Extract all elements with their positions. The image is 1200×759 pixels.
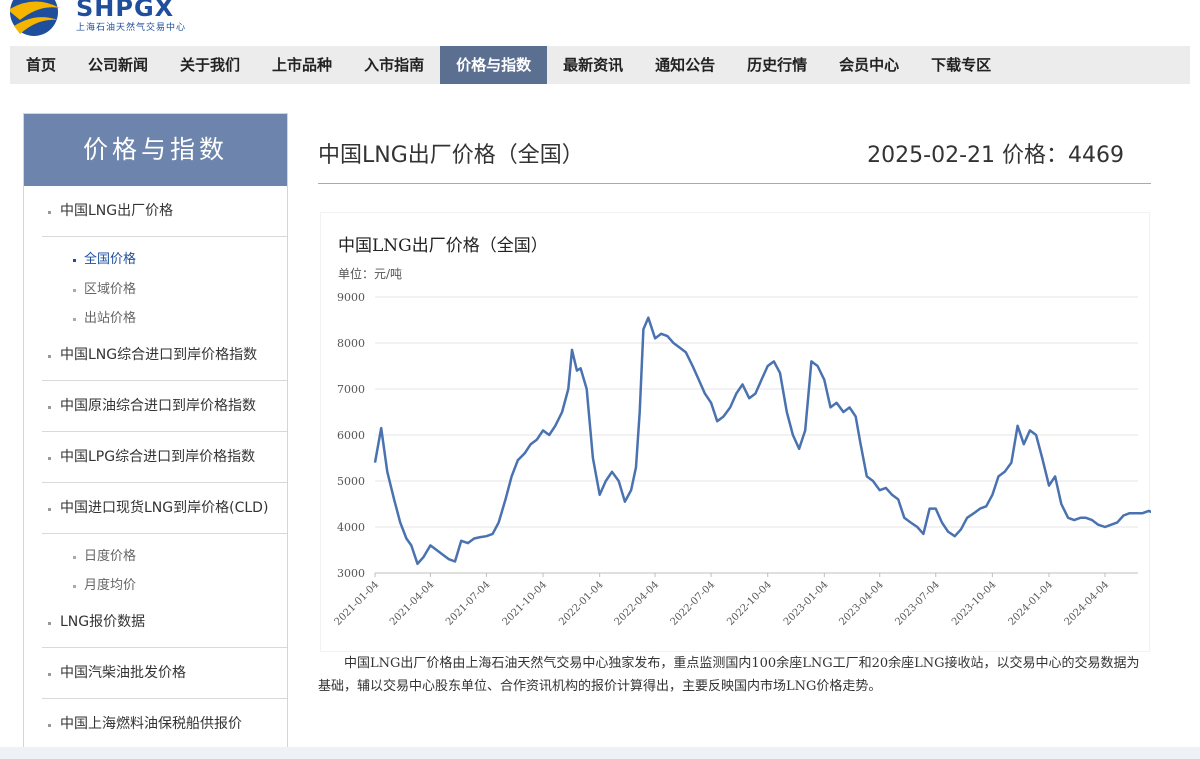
- y-tick-label: 7000: [337, 383, 365, 396]
- x-tick-label: 2023-01-04: [782, 579, 831, 628]
- nav-item-market-guide[interactable]: 入市指南: [364, 56, 425, 74]
- site-logo[interactable]: SHPGX 上海石油天然气交易中心: [10, 0, 210, 40]
- sidebar-subitem-daily[interactable]: 日度价格: [42, 542, 287, 572]
- x-tick-label: 2022-07-04: [669, 579, 718, 628]
- x-tick-label: 2024-01-04: [1007, 579, 1056, 628]
- chart-description: 中国LNG出厂价格由上海石油天然气交易中心独家发布，重点监测国内100余座LNG…: [318, 656, 1140, 694]
- x-tick-label: 2023-04-04: [837, 579, 886, 628]
- x-tick-label: 2022-10-04: [725, 579, 774, 628]
- chart-title: 中国LNG出厂价格（全国）: [338, 236, 548, 256]
- sidebar-item-lpg-import-index[interactable]: 中国LPG综合进口到岸价格指数: [42, 432, 287, 483]
- sidebar-item-bunker-quotes[interactable]: 中国上海燃料油保税船供报价: [42, 699, 287, 750]
- x-tick-label: 2021-10-04: [501, 579, 550, 628]
- nav-item-price-index[interactable]: 价格与指数: [440, 46, 548, 84]
- x-tick-label: 2023-07-04: [893, 579, 942, 628]
- page-title: 中国LNG出厂价格（全国）: [318, 143, 584, 168]
- sidebar-item-lng-import-index[interactable]: 中国LNG综合进口到岸价格指数: [42, 330, 287, 381]
- y-tick-label: 6000: [337, 429, 365, 442]
- sidebar-item-crude-import-index[interactable]: 中国原油综合进口到岸价格指数: [42, 381, 287, 432]
- sidebar-subitem-regional[interactable]: 区域价格: [42, 275, 287, 305]
- nav-item-downloads[interactable]: 下载专区: [931, 56, 992, 74]
- x-tick-label: 2021-01-04: [333, 579, 382, 628]
- sidebar-sublist-cld: 日度价格 月度均价: [42, 534, 287, 607]
- nav-item-notices[interactable]: 通知公告: [655, 56, 716, 74]
- y-tick-label: 3000: [337, 567, 365, 580]
- bottom-bar: [0, 747, 1200, 759]
- sidebar-sublist: 全国价格 区域价格 出站价格: [42, 237, 287, 340]
- sidebar: 价格与指数 中国LNG出厂价格 全国价格 区域价格 出站价格 中国LNG综合进口…: [23, 113, 288, 753]
- nav-item-history[interactable]: 历史行情: [747, 56, 808, 74]
- nav-item-company-news[interactable]: 公司新闻: [88, 56, 149, 74]
- nav-item-about[interactable]: 关于我们: [180, 56, 241, 74]
- latest-price: 2025-02-21 价格：4469: [867, 143, 1124, 168]
- x-tick-label: 2023-10-04: [950, 579, 999, 628]
- x-tick-label: 2022-01-04: [557, 579, 606, 628]
- nav-item-latest-info[interactable]: 最新资讯: [563, 56, 624, 74]
- y-tick-label: 8000: [337, 337, 365, 350]
- sidebar-subitem-monthly[interactable]: 月度均价: [42, 571, 287, 601]
- nav-item-member-center[interactable]: 会员中心: [839, 56, 900, 74]
- x-tick-label: 2021-07-04: [444, 579, 493, 628]
- price-chart: 中国LNG出厂价格（全国） 单位：元/吨 9000 8000 7000 6000 500…: [320, 212, 1151, 652]
- logo-subtitle: 上海石油天然气交易中心: [76, 23, 187, 33]
- y-tick-label: 5000: [337, 475, 365, 488]
- y-tick-label: 4000: [337, 521, 365, 534]
- y-tick-label: 9000: [337, 291, 365, 304]
- main-nav: 首页 公司新闻 关于我们 上市品种 入市指南 价格与指数 最新资讯 通知公告 历…: [10, 46, 1190, 84]
- sidebar-title: 价格与指数: [24, 114, 287, 186]
- sidebar-list: 中国LNG出厂价格 全国价格 区域价格 出站价格 中国LNG综合进口到岸价格指数…: [24, 186, 287, 750]
- sidebar-item-fuel-wholesale[interactable]: 中国汽柴油批发价格: [42, 648, 287, 699]
- price-series-line: [373, 316, 1151, 566]
- x-tick-label: 2024-04-04: [1063, 579, 1112, 628]
- sidebar-item-lng-factory-price[interactable]: 中国LNG出厂价格: [42, 186, 287, 237]
- x-tick-label: 2021-04-04: [388, 579, 437, 628]
- nav-item-home[interactable]: 首页: [26, 56, 57, 74]
- chart-unit-label: 单位：元/吨: [338, 267, 403, 281]
- logo-brand-text: SHPGX: [76, 0, 175, 22]
- sidebar-subitem-station[interactable]: 出站价格: [42, 304, 287, 334]
- sidebar-subitem-national[interactable]: 全国价格: [42, 245, 287, 275]
- logo-mark-icon: [10, 0, 60, 36]
- sidebar-item-lng-quotes[interactable]: LNG报价数据: [42, 597, 287, 648]
- nav-item-listed-products[interactable]: 上市品种: [272, 56, 333, 74]
- sidebar-item-cld[interactable]: 中国进口现货LNG到岸价格(CLD): [42, 483, 287, 534]
- title-divider: [318, 183, 1151, 184]
- x-tick-label: 2022-04-04: [613, 579, 662, 628]
